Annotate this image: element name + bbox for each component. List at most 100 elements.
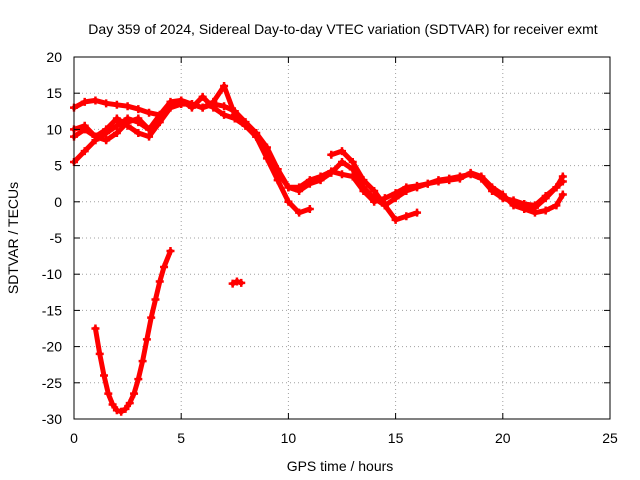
data-point — [100, 371, 109, 380]
data-point — [262, 150, 271, 159]
data-point — [112, 100, 121, 109]
data-point — [108, 400, 117, 409]
x-tick-label: 15 — [388, 430, 404, 446]
y-tick-label: 10 — [46, 121, 62, 137]
data-point — [273, 168, 282, 177]
data-point — [155, 277, 164, 286]
y-tick-label: -15 — [42, 302, 62, 318]
data-point — [541, 192, 550, 201]
data-point — [552, 201, 561, 210]
y-tick-label: -10 — [42, 266, 62, 282]
y-tick-label: -25 — [42, 375, 62, 391]
data-point — [520, 199, 529, 208]
data-point — [530, 201, 539, 210]
series-arc-7-points — [228, 277, 246, 288]
data-point — [121, 404, 130, 413]
data-point — [552, 183, 561, 192]
data-point — [112, 406, 121, 415]
data-point — [241, 121, 250, 130]
x-tick-label: 0 — [70, 430, 78, 446]
data-point — [145, 132, 154, 141]
data-point — [237, 278, 246, 287]
data-point — [112, 114, 121, 123]
ticks-layer: 0 5 10 15 20 25 -30 -25 -20 -15 -10 -5 0 5 10 15 20 — [42, 49, 618, 446]
data-point — [305, 205, 314, 214]
data-point — [80, 97, 89, 106]
data-point — [316, 176, 325, 185]
data-point — [117, 407, 126, 416]
y-tick-label: -30 — [42, 411, 62, 427]
data-point — [359, 176, 368, 185]
data-point — [220, 102, 229, 111]
series-arc-6-points — [91, 247, 175, 416]
data-point — [91, 324, 100, 333]
data-point — [402, 186, 411, 195]
x-axis-label: GPS time / hours — [287, 458, 394, 474]
data-point — [125, 399, 134, 408]
chart-title: Day 359 of 2024, Sidereal Day-to-day VTE… — [88, 21, 597, 37]
data-point — [232, 277, 241, 286]
data-point — [130, 389, 139, 398]
data-point — [123, 102, 132, 111]
data-point — [423, 179, 432, 188]
data-point — [138, 357, 147, 366]
data-point — [380, 201, 389, 210]
data-point — [295, 186, 304, 195]
data-point — [177, 96, 186, 105]
data-point — [541, 206, 550, 215]
data-point — [155, 110, 164, 119]
data-point — [530, 208, 539, 217]
data-point — [166, 247, 175, 256]
data-point — [198, 92, 207, 101]
data-point — [112, 121, 121, 130]
y-tick-label: -5 — [50, 230, 63, 246]
data-point — [104, 389, 113, 398]
data-point — [402, 212, 411, 221]
series-arc-8-points — [498, 177, 567, 210]
data-point — [220, 81, 229, 90]
data-point — [95, 349, 104, 358]
data-point — [112, 129, 121, 138]
data-point — [498, 194, 507, 203]
data-point — [147, 313, 156, 322]
data-point — [488, 183, 497, 192]
data-point — [391, 215, 400, 224]
y-tick-label: 15 — [46, 85, 62, 101]
data-point — [434, 177, 443, 186]
data-point — [80, 147, 89, 156]
x-tick-label: 25 — [602, 430, 618, 446]
data-point — [145, 125, 154, 134]
data-point — [338, 147, 346, 156]
data-point — [123, 118, 132, 127]
y-tick-label: 5 — [54, 158, 62, 174]
data-point — [209, 103, 218, 112]
data-point — [102, 99, 111, 108]
grid-layer — [74, 57, 610, 419]
y-tick-label: -20 — [42, 339, 62, 355]
data-point — [160, 262, 169, 271]
data-point — [413, 183, 422, 192]
data-point — [348, 157, 357, 166]
data-point — [102, 129, 111, 138]
data-point — [134, 105, 143, 114]
data-point — [187, 103, 196, 112]
data-point — [102, 136, 111, 145]
data-point — [359, 183, 368, 192]
data-point — [338, 157, 346, 166]
data-point — [134, 129, 143, 138]
y-axis-label: SDTVAR / TECUs — [5, 182, 21, 294]
data-point — [284, 197, 293, 206]
data-point — [91, 96, 100, 105]
data-point — [80, 121, 89, 130]
data-point — [252, 132, 261, 141]
data-point — [477, 172, 486, 181]
data-point — [145, 108, 154, 117]
data-point — [151, 295, 160, 304]
data-point — [166, 100, 175, 109]
data-point — [220, 110, 229, 119]
data-point — [391, 194, 400, 203]
data-point — [445, 176, 454, 185]
data-point — [91, 132, 100, 141]
